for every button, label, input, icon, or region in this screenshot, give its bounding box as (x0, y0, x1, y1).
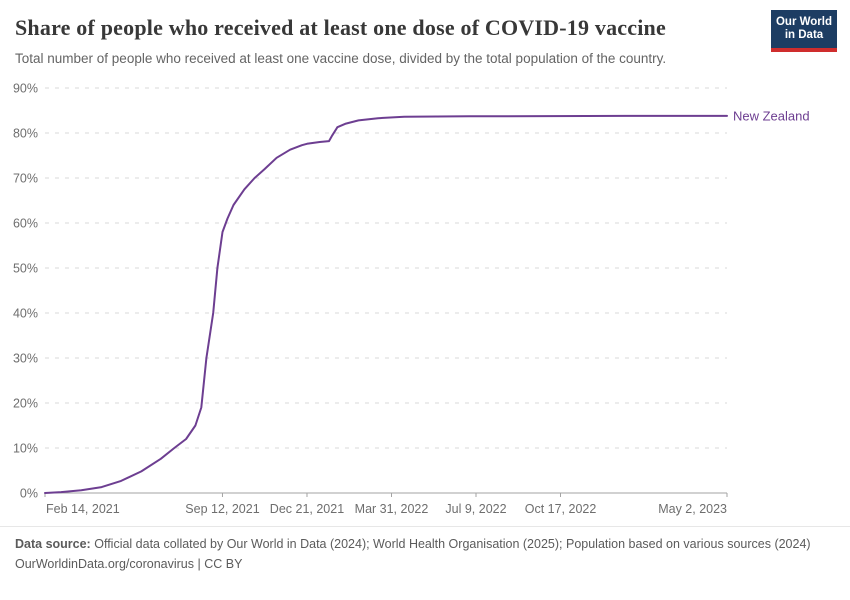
x-tick-label: Sep 12, 2021 (185, 502, 259, 516)
entity-label-new-zealand[interactable]: New Zealand (733, 108, 810, 123)
y-tick-label-50: 50% (13, 262, 38, 276)
owid-logo-text: Our World in Data (771, 10, 837, 48)
citation-link[interactable]: OurWorldinData.org/coronavirus (15, 557, 195, 571)
x-tick-label: Dec 21, 2021 (270, 502, 344, 516)
y-tick-label-20: 20% (13, 397, 38, 411)
y-tick-label-40: 40% (13, 307, 38, 321)
chart-footer: Data source: Official data collated by O… (0, 526, 850, 571)
chart-title: Share of people who received at least on… (15, 15, 666, 40)
y-tick-label-0: 0% (20, 487, 38, 501)
y-tick-label-10: 10% (13, 442, 38, 456)
citation-license: CC BY (204, 557, 243, 571)
citation-line: OurWorldinData.org/coronavirus | CC BY (15, 557, 835, 571)
data-source-label: Data source: (15, 537, 91, 551)
y-tick-label-80: 80% (13, 127, 38, 141)
owid-logo[interactable]: Our World in Data (771, 10, 837, 52)
x-tick-label: May 2, 2023 (658, 502, 727, 516)
owid-logo-line1: Our World (775, 15, 832, 28)
chart-subtitle: Total number of people who received at l… (15, 51, 667, 66)
y-tick-label-60: 60% (13, 217, 38, 231)
y-tick-label-70: 70% (13, 172, 38, 186)
x-tick-label: Oct 17, 2022 (525, 502, 597, 516)
owid-logo-line2: in Data (784, 29, 824, 41)
x-tick-label: Mar 31, 2022 (355, 502, 429, 516)
y-tick-label-90: 90% (13, 82, 38, 96)
citation-separator: | (197, 557, 201, 571)
x-tick-label: Feb 14, 2021 (46, 502, 120, 516)
series-line-new-zealand[interactable] (44, 114, 728, 494)
owid-logo-red-bar (771, 48, 837, 52)
data-source-text: Official data collated by Our World in D… (94, 537, 811, 551)
x-tick-label: Jul 9, 2022 (445, 502, 506, 516)
y-tick-label-30: 30% (13, 352, 38, 366)
data-source-note: Data source: Official data collated by O… (15, 535, 815, 553)
